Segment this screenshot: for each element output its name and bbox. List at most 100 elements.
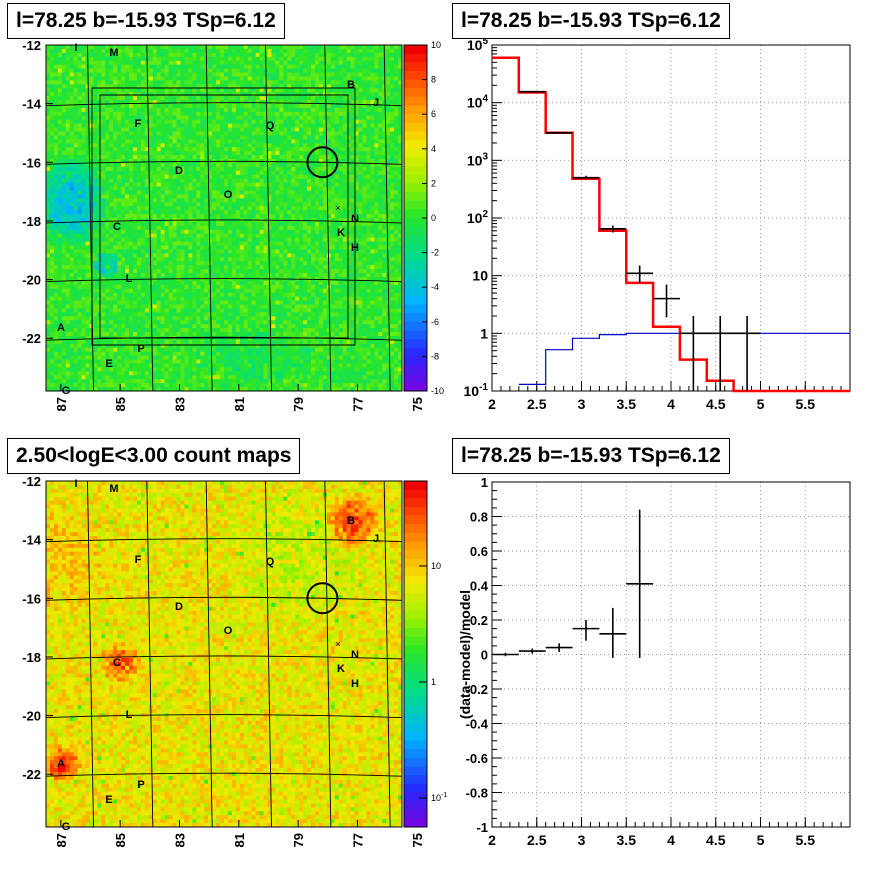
map-pixel xyxy=(184,131,189,136)
map-pixel xyxy=(57,367,63,372)
map-pixel xyxy=(69,96,75,101)
map-pixel xyxy=(176,119,181,125)
map-pixel xyxy=(227,296,233,301)
map-pixel xyxy=(220,332,225,337)
map-pixel xyxy=(101,347,106,353)
map-pixel xyxy=(152,339,158,345)
map-pixel xyxy=(117,48,122,54)
map-pixel xyxy=(129,343,134,349)
map-pixel xyxy=(152,225,158,231)
map-pixel xyxy=(192,241,197,246)
map-pixel xyxy=(255,367,260,372)
map-pixel xyxy=(255,245,260,250)
map-pixel xyxy=(239,139,245,144)
map-pixel xyxy=(46,84,51,89)
map-pixel xyxy=(140,300,146,305)
map-pixel xyxy=(220,131,225,136)
map-pixel xyxy=(140,241,146,246)
map-pixel xyxy=(216,80,221,85)
map-pixel xyxy=(156,359,162,364)
map-pixel xyxy=(200,351,205,357)
map-pixel xyxy=(73,265,79,270)
map-pixel xyxy=(53,147,59,152)
map-pixel xyxy=(109,225,114,231)
map-pixel xyxy=(46,280,51,286)
map-pixel xyxy=(109,166,114,172)
map-pixel xyxy=(61,225,67,231)
map-pixel xyxy=(53,245,59,250)
map-pixel xyxy=(148,92,154,97)
map-pixel xyxy=(220,45,225,50)
map-pixel xyxy=(144,162,150,168)
map-pixel xyxy=(212,292,217,298)
map-pixel xyxy=(172,155,177,160)
map-pixel xyxy=(144,182,150,187)
map-pixel xyxy=(46,72,51,77)
map-pixel xyxy=(231,96,237,101)
map-pixel xyxy=(117,92,122,97)
map-pixel xyxy=(247,276,253,282)
map-pixel xyxy=(263,119,268,125)
map-pixel xyxy=(117,284,122,290)
map-pixel xyxy=(136,273,142,278)
map-pixel xyxy=(160,178,166,184)
map-pixel xyxy=(200,276,205,282)
map-pixel xyxy=(105,371,110,376)
map-pixel xyxy=(156,328,162,333)
map-pixel xyxy=(235,320,241,325)
map-pixel xyxy=(57,320,63,325)
map-pixel xyxy=(136,284,142,290)
map-pixel xyxy=(251,316,257,321)
map-pixel xyxy=(231,288,237,294)
map-pixel xyxy=(164,379,170,384)
map-pixel xyxy=(152,190,158,195)
map-pixel xyxy=(176,127,181,132)
map-pixel xyxy=(133,127,138,132)
map-pixel xyxy=(136,347,142,353)
map-pixel xyxy=(224,166,229,172)
map-pixel xyxy=(156,367,162,372)
map-pixel xyxy=(101,210,106,215)
map-pixel xyxy=(109,127,114,132)
map-pixel xyxy=(212,72,217,77)
map-pixel xyxy=(53,48,59,54)
map-pixel xyxy=(255,241,260,246)
map-pixel xyxy=(235,245,241,250)
map-pixel xyxy=(231,276,237,282)
map-pixel xyxy=(57,335,63,341)
map-pixel xyxy=(180,253,185,258)
map-pixel xyxy=(227,170,233,176)
map-pixel xyxy=(259,119,264,125)
map-pixel xyxy=(117,233,122,239)
map-pixel xyxy=(227,190,233,195)
map-pixel xyxy=(220,300,225,305)
map-pixel xyxy=(144,273,150,278)
map-pixel xyxy=(125,284,130,290)
map-pixel xyxy=(192,304,197,309)
map-pixel xyxy=(65,276,71,282)
map-pixel xyxy=(109,221,114,227)
map-pixel xyxy=(117,375,122,380)
map-pixel xyxy=(255,45,260,50)
map-pixel xyxy=(156,320,162,325)
map-pixel xyxy=(61,96,67,101)
map-pixel xyxy=(196,229,201,235)
map-pixel xyxy=(208,151,213,156)
map-pixel xyxy=(208,371,213,376)
map-pixel xyxy=(180,68,185,73)
map-pixel xyxy=(77,100,82,105)
map-pixel xyxy=(255,48,260,54)
map-pixel xyxy=(93,249,98,254)
map-pixel xyxy=(109,324,114,329)
map-pixel xyxy=(65,273,71,278)
map-pixel xyxy=(196,194,201,199)
map-pixel xyxy=(93,363,98,368)
map-pixel xyxy=(136,296,142,301)
map-pixel xyxy=(156,190,162,195)
map-pixel xyxy=(117,103,122,109)
map-pixel xyxy=(224,135,229,140)
map-pixel xyxy=(109,123,114,128)
map-pixel xyxy=(180,257,185,262)
map-pixel xyxy=(172,64,177,69)
map-pixel xyxy=(231,308,237,313)
